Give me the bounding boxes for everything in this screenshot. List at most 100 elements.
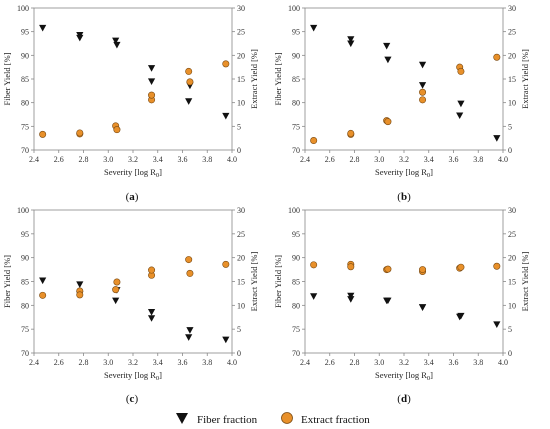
fiber-point	[384, 56, 392, 64]
y2-tick-label: 30	[237, 4, 245, 13]
x-tick-label: 3.4	[153, 358, 163, 367]
y2-tick-label: 15	[508, 75, 516, 84]
x-tick-label: 2.8	[350, 155, 360, 164]
x-tick-label: 3.4	[424, 155, 434, 164]
extract-point	[419, 96, 427, 104]
x-tick-label: 3.2	[399, 155, 409, 164]
y2-tick-label: 15	[508, 278, 516, 287]
extract-point	[148, 266, 156, 274]
legend-extract-label: Extract fraction	[301, 414, 370, 426]
extract-point	[185, 67, 193, 75]
y2-axis-label: Extract Yield [%]	[249, 252, 259, 312]
y-tick-label: 75	[21, 122, 29, 131]
y2-tick-label: 0	[237, 146, 241, 155]
y-axis-label: Fiber Yield [%]	[2, 255, 12, 308]
x-tick-label: 3.6	[449, 358, 459, 367]
y2-axis-label: Extract Yield [%]	[520, 252, 530, 312]
fiber-point	[347, 296, 355, 303]
x-tick-label: 3.4	[424, 358, 434, 367]
x-axis-label: Severity [log R0]	[104, 167, 162, 179]
fiber-point	[147, 65, 156, 72]
fiber-point	[456, 112, 464, 120]
fiber-point	[457, 312, 465, 320]
x-tick-label: 3.2	[399, 358, 409, 367]
y-tick-label: 80	[292, 301, 300, 310]
extract-point	[148, 91, 156, 99]
y2-tick-label: 10	[237, 301, 245, 310]
x-tick-label: 2.6	[325, 155, 335, 164]
x-tick-label: 3.0	[103, 155, 113, 164]
y2-axis-label: Extract Yield [%]	[249, 49, 259, 109]
x-tick-label: 4.0	[227, 358, 237, 367]
y-tick-label: 80	[21, 301, 29, 310]
fiber-point	[39, 277, 47, 285]
y-tick-label: 70	[21, 146, 29, 155]
y-axis-label: Fiber Yield [%]	[273, 52, 283, 105]
y2-tick-label: 5	[508, 325, 512, 334]
panel-label: (b)	[397, 191, 411, 203]
y-tick-label: 70	[21, 349, 29, 358]
x-tick-label: 4.0	[227, 155, 237, 164]
y2-tick-label: 10	[237, 99, 245, 108]
y-axis-label: Fiber Yield [%]	[273, 255, 283, 308]
x-tick-label: 2.4	[29, 155, 39, 164]
extract-point	[112, 286, 120, 294]
x-tick-label: 2.6	[325, 358, 335, 367]
y2-tick-label: 25	[237, 28, 245, 37]
fiber-point	[112, 297, 120, 305]
plot-frame	[33, 209, 233, 354]
fiber-point	[347, 40, 355, 48]
x-tick-label: 3.2	[128, 358, 138, 367]
x-tick-label: 3.6	[178, 358, 188, 367]
y2-tick-label: 25	[508, 230, 516, 239]
y2-tick-label: 30	[508, 4, 516, 13]
extract-point	[39, 291, 47, 299]
extract-point	[310, 137, 318, 145]
legend-fiber-marker	[176, 413, 188, 424]
x-axis-label: Severity [log R0]	[104, 370, 162, 382]
y2-tick-label: 15	[237, 278, 245, 287]
legend-fiber-label: Fiber fraction	[197, 414, 258, 426]
fiber-point	[147, 78, 156, 85]
x-tick-label: 3.0	[374, 155, 384, 164]
y-tick-label: 75	[292, 122, 300, 131]
y2-tick-label: 0	[237, 349, 241, 358]
y-tick-label: 85	[21, 75, 29, 84]
x-tick-label: 3.8	[202, 155, 212, 164]
extract-point	[347, 129, 355, 137]
fiber-point	[418, 304, 427, 311]
fiber-point	[185, 334, 193, 341]
fiber-point	[384, 297, 392, 305]
x-tick-label: 3.0	[374, 358, 384, 367]
legend-extract-marker	[281, 412, 293, 424]
y2-tick-label: 10	[508, 301, 516, 310]
y2-tick-label: 0	[508, 146, 512, 155]
extract-point	[419, 88, 427, 96]
y-tick-label: 100	[288, 206, 300, 215]
y-tick-label: 90	[21, 254, 29, 263]
y-tick-label: 90	[292, 51, 300, 60]
y-axis-label: Fiber Yield [%]	[2, 52, 12, 105]
y2-tick-label: 20	[508, 254, 516, 263]
extract-point	[384, 118, 392, 126]
fiber-point	[493, 321, 501, 328]
y2-tick-label: 5	[237, 325, 241, 334]
fiber-point	[76, 281, 84, 288]
fiber-point	[185, 98, 193, 105]
panel-b: 2.4 2.6 2.8 3.0 3.2 3.4 3.6 3.8 4.0 70 75 80 85 90 95 1…	[273, 4, 530, 203]
panel-c: 2.4 2.6 2.8 3.0 3.2 3.4 3.6 3.8 4.0 70 75 80 85 90 95 1…	[2, 206, 259, 405]
y-tick-label: 95	[292, 230, 300, 239]
extract-point	[185, 256, 193, 264]
extract-point	[310, 261, 318, 269]
extract-point	[76, 291, 84, 299]
x-tick-label: 2.6	[54, 358, 64, 367]
y-tick-label: 95	[292, 28, 300, 37]
y2-tick-label: 0	[508, 349, 512, 358]
extract-point	[457, 67, 465, 75]
x-tick-label: 2.8	[350, 358, 360, 367]
extract-point	[419, 266, 427, 274]
x-tick-label: 2.4	[300, 358, 310, 367]
y-tick-label: 70	[292, 349, 300, 358]
panel-a: 2.4 2.6 2.8 3.0 3.2 3.4 3.6 3.8 4.0 70 75 80 85 90 95 1…	[2, 4, 259, 203]
y-tick-label: 90	[292, 254, 300, 263]
